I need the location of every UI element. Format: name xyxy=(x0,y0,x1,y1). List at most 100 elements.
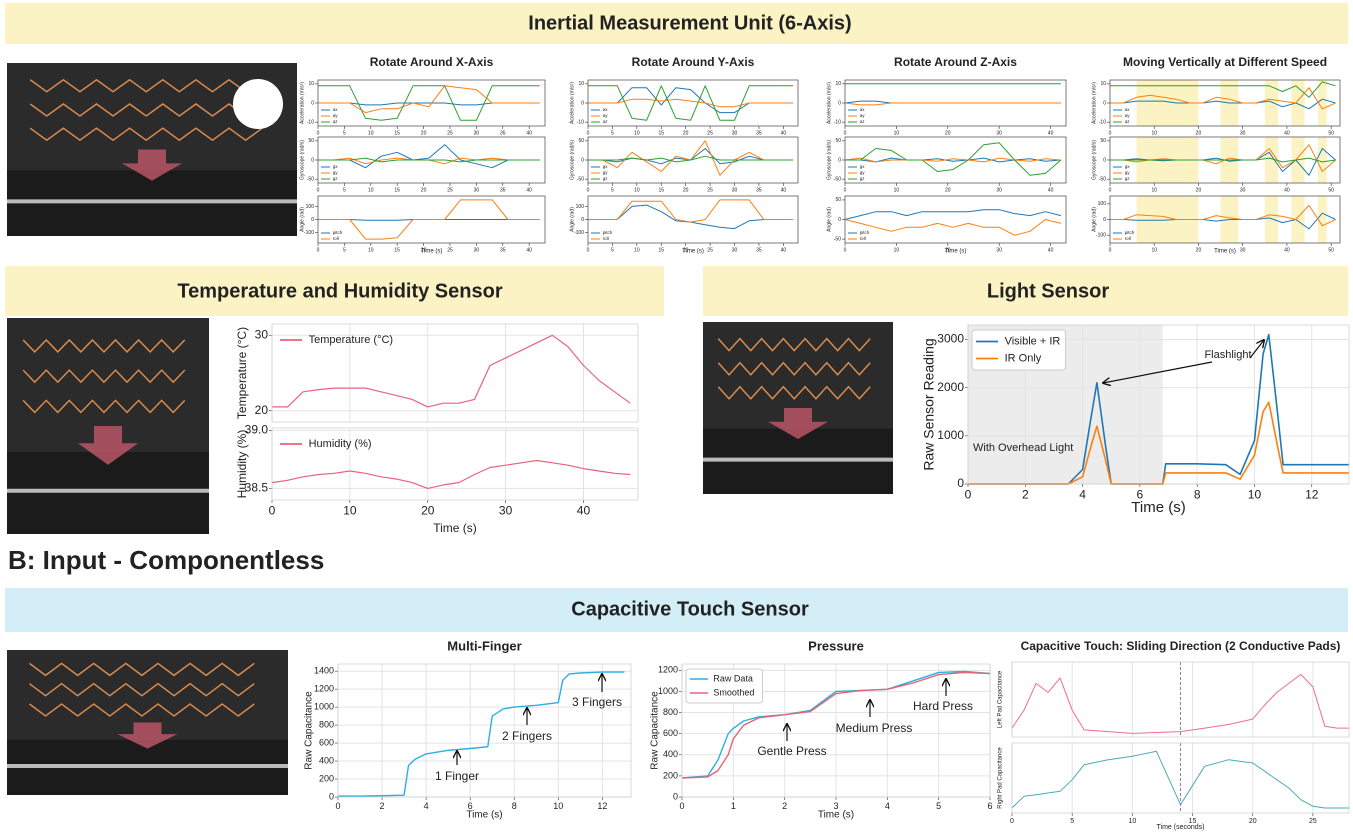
y-tick-label: 0 xyxy=(581,217,584,223)
y-tick-label: -100 xyxy=(574,230,584,236)
x-tick-label: 35 xyxy=(500,187,506,193)
x-tick-label: 6 xyxy=(987,801,992,811)
legend-label: ax xyxy=(1125,107,1131,112)
y-tick-label: -50 xyxy=(834,236,841,242)
x-tick-label: 10 xyxy=(634,187,640,193)
y-tick-label: 400 xyxy=(663,749,678,759)
series-line xyxy=(338,672,624,796)
y-tick-label: 0 xyxy=(957,476,964,490)
y-tick-label: -10 xyxy=(1099,119,1106,125)
series-line xyxy=(588,149,793,164)
x-tick-label: 10 xyxy=(343,503,357,517)
legend-label: pitch xyxy=(1125,230,1135,235)
x-tick-label: 20 xyxy=(1196,187,1202,193)
legend-label: pitch xyxy=(860,230,870,235)
x-tick-label: 5 xyxy=(343,187,346,193)
y-tick-label: 0 xyxy=(581,157,584,163)
x-tick-label: 35 xyxy=(500,247,506,253)
x-tick-label: 20 xyxy=(1249,818,1257,825)
y-tick-label: 800 xyxy=(319,719,334,729)
y-tick-label: 0 xyxy=(581,100,584,106)
x-tick-label: 40 xyxy=(1284,247,1290,253)
y-axis-label: Gyroscope (rad/s) xyxy=(1091,140,1097,180)
x-tick-label: 20 xyxy=(1196,247,1202,253)
y-tick-label: 600 xyxy=(319,737,334,747)
annotation: Flashlight xyxy=(1204,349,1251,361)
x-tick-label: 25 xyxy=(707,187,713,193)
x-tick-label: 30 xyxy=(732,130,738,136)
x-tick-label: 20 xyxy=(421,187,427,193)
annotation: 2 Fingers xyxy=(502,729,552,743)
x-tick-label: 20 xyxy=(421,503,435,517)
legend-label: gy xyxy=(860,170,866,175)
x-tick-label: 35 xyxy=(500,130,506,136)
series-line xyxy=(272,335,630,407)
x-tick-label: 10 xyxy=(553,801,563,811)
x-tick-label: 50 xyxy=(1328,187,1334,193)
x-tick-label: 10 xyxy=(634,247,640,253)
x-tick-label: 15 xyxy=(394,247,400,253)
chart-title: Moving Vertically at Different Speed xyxy=(1123,55,1327,69)
x-tick-label: 0 xyxy=(269,503,276,517)
x-tick-label: 0 xyxy=(1010,818,1014,825)
x-tick-label: 20 xyxy=(683,130,689,136)
axis-icon xyxy=(233,79,283,129)
y-axis-label: Angle (rad) xyxy=(1091,207,1097,232)
legend-label: gy xyxy=(1125,170,1131,175)
y-tick-label: 1000 xyxy=(937,428,964,442)
y-tick-label: 2000 xyxy=(937,380,964,394)
annotation: Medium Press xyxy=(836,721,913,735)
y-axis-label: Acceleration (m/s²) xyxy=(1091,82,1097,124)
y-tick-label: 100 xyxy=(306,204,315,210)
y-axis-label: Raw Sensor Reading xyxy=(921,338,937,470)
x-tick-label: 15 xyxy=(394,130,400,136)
y-tick-label: 800 xyxy=(663,707,678,717)
y-axis-label: Acceleration (m/s²) xyxy=(299,82,305,124)
y-tick-label: -50 xyxy=(834,176,841,182)
x-tick-label: 0 xyxy=(317,187,320,193)
annotation: 1 Finger xyxy=(435,769,479,783)
x-tick-label: 10 xyxy=(1248,487,1262,501)
x-tick-label: 4 xyxy=(424,801,429,811)
series-line xyxy=(845,103,1061,105)
x-tick-label: 10 xyxy=(1151,247,1157,253)
x-tick-label: 40 xyxy=(781,247,787,253)
plot-frame xyxy=(845,137,1066,183)
x-tick-label: 5 xyxy=(1070,818,1074,825)
x-tick-label: 25 xyxy=(447,247,453,253)
legend-label: ay xyxy=(860,113,866,118)
section-title: Capacitive Touch Sensor xyxy=(571,598,809,620)
x-tick-label: 40 xyxy=(1048,247,1054,253)
section-title: Inertial Measurement Unit (6-Axis) xyxy=(528,12,851,34)
y-tick-label: 1200 xyxy=(314,684,334,694)
legend-label: gx xyxy=(860,164,866,169)
x-tick-label: 10 xyxy=(894,130,900,136)
y-tick-label: 1000 xyxy=(314,702,334,712)
legend-label: roll xyxy=(860,236,866,241)
y-tick-label: 0 xyxy=(1103,100,1106,106)
x-tick-label: 20 xyxy=(945,130,951,136)
legend-label: gy xyxy=(603,170,609,175)
y-tick-label: -50 xyxy=(577,176,584,182)
x-tick-label: 10 xyxy=(368,247,374,253)
legend-label: az xyxy=(860,119,866,124)
y-tick-label: 1400 xyxy=(314,666,334,676)
legend-label: gz xyxy=(1125,176,1131,181)
y-tick-label: 10 xyxy=(835,81,841,87)
y-axis-label: Angle (rad) xyxy=(826,207,832,232)
x-tick-label: 8 xyxy=(1194,487,1201,501)
x-tick-label: 1 xyxy=(731,801,736,811)
x-tick-label: 5 xyxy=(611,130,614,136)
x-axis-label: Time (s) xyxy=(1131,499,1185,516)
x-tick-label: 30 xyxy=(1240,247,1246,253)
x-axis-label: Time (s) xyxy=(421,249,443,255)
y-tick-label: 0 xyxy=(838,100,841,106)
x-tick-label: 10 xyxy=(1128,818,1136,825)
x-tick-label: 15 xyxy=(658,130,664,136)
y-axis-label: Gyroscope (rad/s) xyxy=(299,140,305,180)
x-tick-label: 15 xyxy=(658,247,664,253)
legend-label: gz xyxy=(333,176,339,181)
y-tick-label: 50 xyxy=(1100,138,1106,144)
y-axis-label: Angle (rad) xyxy=(299,207,305,232)
y-tick-label: -50 xyxy=(307,176,314,182)
